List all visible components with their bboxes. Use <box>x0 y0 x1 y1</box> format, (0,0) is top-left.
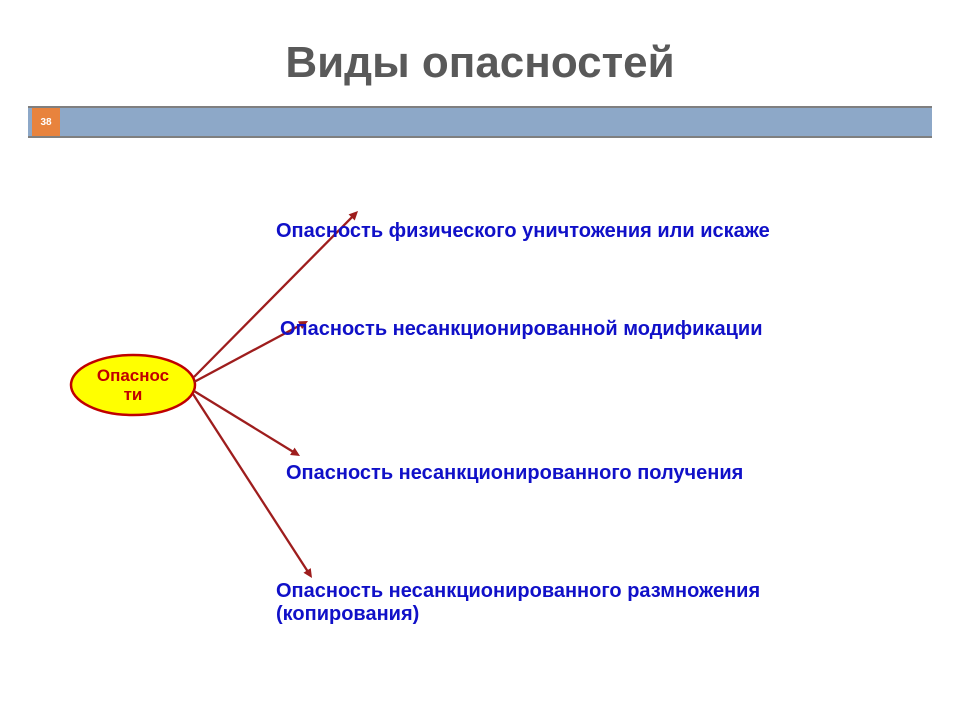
page-number-badge: 38 <box>32 108 60 136</box>
threat-item-0: Опасность физического уничтожения или ис… <box>276 220 770 243</box>
threat-text: Опасность несанкционированного получения <box>286 462 743 484</box>
threat-item-2: Опасность несанкционированного получения <box>286 462 743 485</box>
threat-item-3: Опасность несанкционированного размножен… <box>276 580 760 626</box>
central-node-label: Опаснос ти <box>71 367 195 404</box>
title-bar-container: 38 <box>0 106 960 138</box>
threat-text: Опасность несанкционированной модификаци… <box>280 318 763 340</box>
threat-paren: (копирования) <box>276 603 419 625</box>
slide-title: Виды опасностей <box>0 0 960 106</box>
threat-item-1: Опасность несанкционированной модификаци… <box>280 318 763 341</box>
central-node-label-line1: Опаснос <box>97 366 169 385</box>
title-bar: 38 <box>28 106 932 138</box>
central-node-label-line2: ти <box>124 385 143 404</box>
threat-text: Опасность несанкционированного размножен… <box>276 580 760 602</box>
threat-text: Опасность физического уничтожения или ис… <box>276 220 770 242</box>
